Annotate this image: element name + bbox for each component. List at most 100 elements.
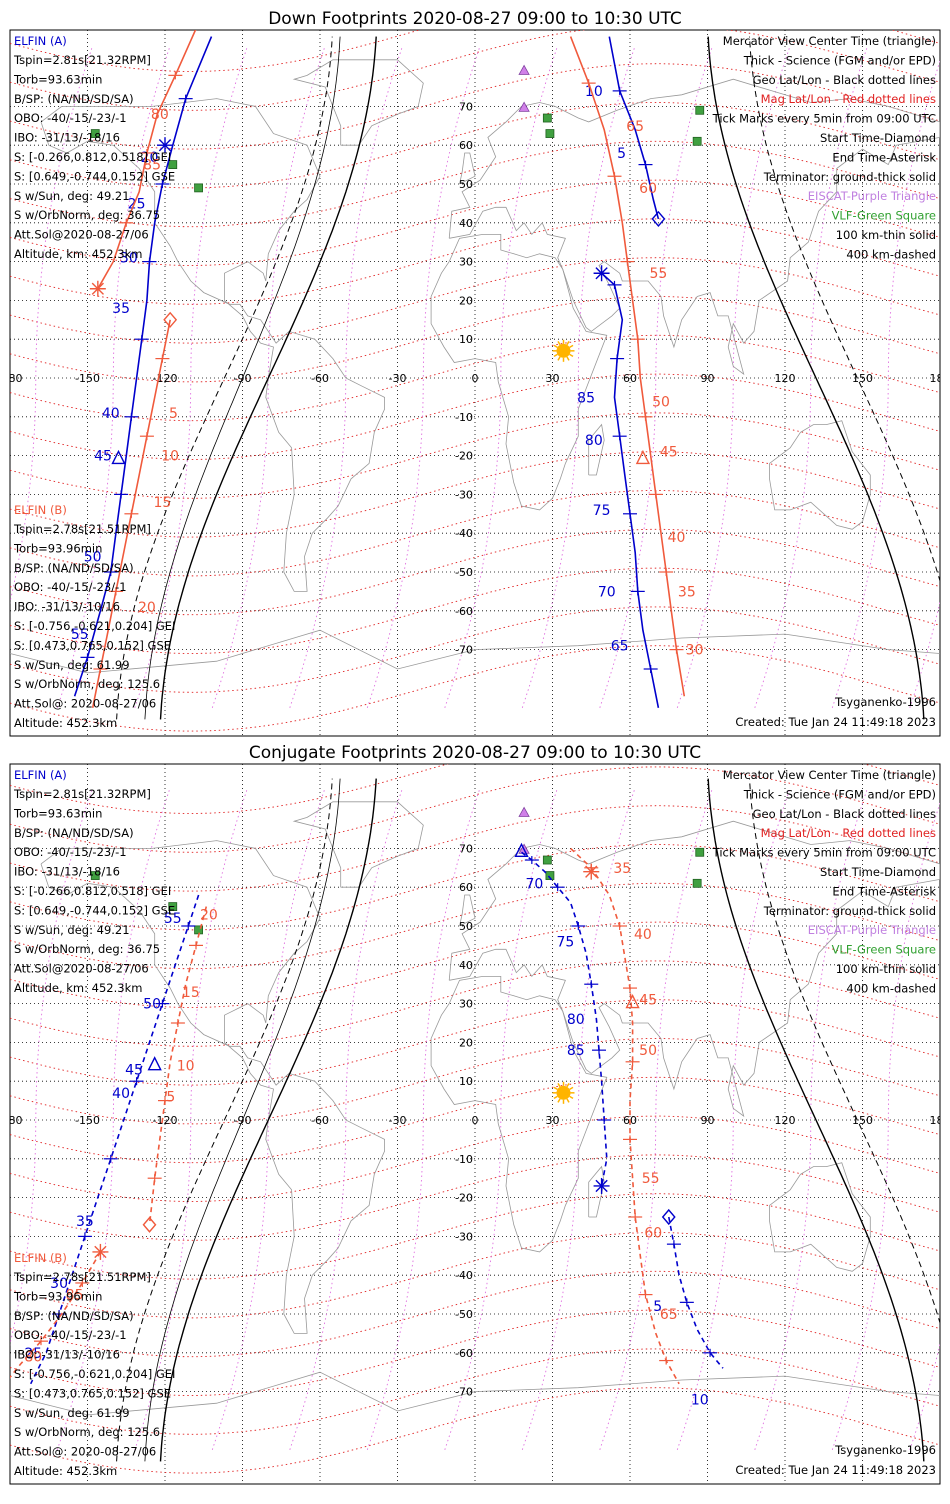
elfin-a-info-line: Altitude, km: 452.3km xyxy=(14,981,142,995)
created-timestamp: Created: Tue Jan 24 11:49:18 2023 xyxy=(735,1463,936,1477)
vlf-station-square xyxy=(195,184,203,192)
legend-entry: Tick Marks every 5min from 09:00 UTC xyxy=(712,846,936,860)
track-time-label: 15 xyxy=(182,985,200,1001)
elfin-a-info-line: S: [-0.266,0.812,0.518] GEI xyxy=(14,884,171,898)
lon-tick-label: 90 xyxy=(701,1114,715,1127)
lat-tick-label: 30 xyxy=(459,256,473,269)
lat-tick-label: -20 xyxy=(455,450,473,463)
lat-tick-label: -10 xyxy=(455,411,473,424)
legend-entry: 400 km-dashed xyxy=(846,981,936,995)
legend-entry: Mercator View Center Time (triangle) xyxy=(723,34,936,48)
legend-entry: Terminator: ground-thick solid xyxy=(763,170,936,184)
track-time-label: 15 xyxy=(154,495,172,511)
elfin-b-info-line: B/SP: (NA/ND/SD/SA) xyxy=(14,1309,134,1323)
track-time-label: 20 xyxy=(138,600,156,616)
elfin-a-info-line: S: [0.649,-0.744,0.152] GSE xyxy=(14,903,175,917)
lat-tick-label: 20 xyxy=(459,294,473,307)
track-time-label: 30 xyxy=(686,643,704,659)
legend-entry: EISCAT-Purple Triangle xyxy=(808,189,936,203)
track-time-label: 65 xyxy=(626,119,644,135)
elfin-b-info-line: Att.Sol@: 2020-08-27/06 xyxy=(14,1445,156,1459)
elfin-a-info-line: Att.Sol@2020-08-27/06 xyxy=(14,962,149,976)
lat-tick-label: -30 xyxy=(455,488,473,501)
track-time-label: 35 xyxy=(613,861,631,877)
elfin-a-title: ELFIN (A) xyxy=(14,34,67,48)
panel-title: Down Footprints 2020-08-27 09:00 to 10:3… xyxy=(268,9,682,29)
legend-entry: Thick - Science (FGM and/or EPD) xyxy=(743,787,936,801)
conjugate-footprints-panel: Conjugate Footprints 2020-08-27 09:00 to… xyxy=(0,728,950,1484)
vlf-station-square xyxy=(693,137,701,145)
legend-entry: Mag Lat/Lon - Red dotted lines xyxy=(761,92,936,106)
track-time-label: 10 xyxy=(177,1059,195,1075)
lat-tick-label: 10 xyxy=(459,1075,473,1088)
track-time-label: 40 xyxy=(102,406,120,422)
track-time-label: 5 xyxy=(166,1090,175,1106)
track-time-label: 20 xyxy=(200,907,218,923)
lat-tick-label: 20 xyxy=(459,1036,473,1049)
lon-tick-label: 150 xyxy=(852,372,873,385)
elfin-b-info-line: Att.Sol@: 2020-08-27/06 xyxy=(14,697,156,711)
lon-tick-label: -120 xyxy=(153,1114,178,1127)
lon-tick-label: -90 xyxy=(234,372,252,385)
track-time-label: 65 xyxy=(660,1307,678,1323)
lon-tick-label: 120 xyxy=(775,372,796,385)
track-time-label: 80 xyxy=(567,1012,585,1028)
lon-tick-label: 60 xyxy=(623,372,637,385)
elfin-a-info-line: Tspin=2.81s[21.32RPM] xyxy=(13,787,151,801)
track-time-label: 40 xyxy=(112,1086,130,1102)
track-time-label: 5 xyxy=(169,406,178,422)
vlf-station-square xyxy=(696,106,704,114)
lat-tick-label: -60 xyxy=(455,1347,473,1360)
elfin-b-info-line: S: [-0.756,-0.621,0.204] GEI xyxy=(14,619,175,633)
track-time-label: 85 xyxy=(577,390,595,406)
lat-tick-label: 50 xyxy=(459,920,473,933)
vlf-station-square xyxy=(543,856,551,864)
lon-tick-label: -120 xyxy=(153,372,178,385)
lon-tick-label: 0 xyxy=(472,372,479,385)
elfin-b-info-line: Torb=93.96min xyxy=(13,1289,102,1303)
elfin-a-info-line: S w/OrbNorm, deg: 36.75 xyxy=(14,942,160,956)
legend-entry: Geo Lat/Lon - Black dotted lines xyxy=(753,73,936,87)
elfin-a-info-line: Tspin=2.81s[21.32RPM] xyxy=(13,53,151,67)
track-time-label: 40 xyxy=(668,530,686,546)
elfin-b-info-line: S w/Sun, deg: 61.99 xyxy=(14,658,130,672)
elfin-b-info-line: Tspin=2.78s[21.51RPM] xyxy=(13,1270,151,1284)
lat-tick-label: -60 xyxy=(455,605,473,618)
lon-tick-label: -90 xyxy=(234,1114,252,1127)
elfin-a-info-line: S w/OrbNorm, deg: 36.75 xyxy=(14,208,160,222)
legend-entry: 100 km-thin solid xyxy=(836,962,936,976)
lon-tick-label: 30 xyxy=(546,1114,560,1127)
elfin-b-info-line: OBO: -40/-15/-23/-1 xyxy=(14,580,127,594)
elfin-a-title: ELFIN (A) xyxy=(14,768,67,782)
elfin-b-info-line: S: [0.473,0.765,0.152] GSE xyxy=(14,638,171,652)
lat-tick-label: 60 xyxy=(459,139,473,152)
end-asterisk-marker xyxy=(92,1244,108,1260)
track-time-label: 45 xyxy=(660,445,678,461)
lon-tick-label: 180 xyxy=(930,1114,950,1127)
lat-tick-label: -40 xyxy=(455,1269,473,1282)
end-asterisk-marker xyxy=(583,864,599,880)
lat-tick-label: -70 xyxy=(455,644,473,657)
lon-tick-label: -150 xyxy=(75,372,100,385)
elfin-a-info-line: S: [0.649,-0.744,0.152] GSE xyxy=(14,169,175,183)
lon-tick-label: 120 xyxy=(775,1114,796,1127)
lat-tick-label: 40 xyxy=(459,217,473,230)
elfin-b-title: ELFIN (B) xyxy=(14,503,67,517)
track-time-label: 80 xyxy=(151,107,169,123)
track-time-label: 10 xyxy=(161,449,179,465)
legend-entry: EISCAT-Purple Triangle xyxy=(808,923,936,937)
field-model-label: Tsyganenko-1996 xyxy=(834,695,936,709)
track-time-label: 45 xyxy=(125,1063,143,1079)
vlf-station-square xyxy=(546,130,554,138)
created-timestamp: Created: Tue Jan 24 11:49:18 2023 xyxy=(735,715,936,729)
down-footprints-panel: Down Footprints 2020-08-27 09:00 to 10:3… xyxy=(0,0,950,736)
legend-entry: Geo Lat/Lon - Black dotted lines xyxy=(753,807,936,821)
lat-tick-label: 60 xyxy=(459,881,473,894)
elfin-b-info-line: S w/OrbNorm, deg: 125.6 xyxy=(14,677,160,691)
elfin-a-info-line: OBO: -40/-15/-23/-1 xyxy=(14,111,127,125)
track-time-label: 50 xyxy=(639,1043,657,1059)
lat-tick-label: 50 xyxy=(459,178,473,191)
track-time-label: 10 xyxy=(691,1392,709,1408)
lat-tick-label: -50 xyxy=(455,1308,473,1321)
field-model-label: Tsyganenko-1996 xyxy=(834,1443,936,1457)
